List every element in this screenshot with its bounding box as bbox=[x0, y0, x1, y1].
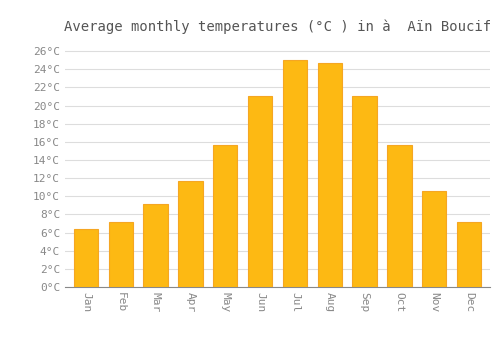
Bar bbox=[282, 60, 307, 287]
Bar bbox=[74, 229, 98, 287]
Bar bbox=[352, 97, 377, 287]
Title: Average monthly temperatures (°C ) in à  Aïn Boucif: Average monthly temperatures (°C ) in à … bbox=[64, 19, 491, 34]
Bar bbox=[178, 181, 203, 287]
Bar bbox=[108, 222, 133, 287]
Bar bbox=[318, 63, 342, 287]
Bar bbox=[422, 191, 446, 287]
Bar bbox=[387, 146, 411, 287]
Bar bbox=[144, 204, 168, 287]
Bar bbox=[457, 222, 481, 287]
Bar bbox=[213, 145, 238, 287]
Bar bbox=[248, 97, 272, 287]
